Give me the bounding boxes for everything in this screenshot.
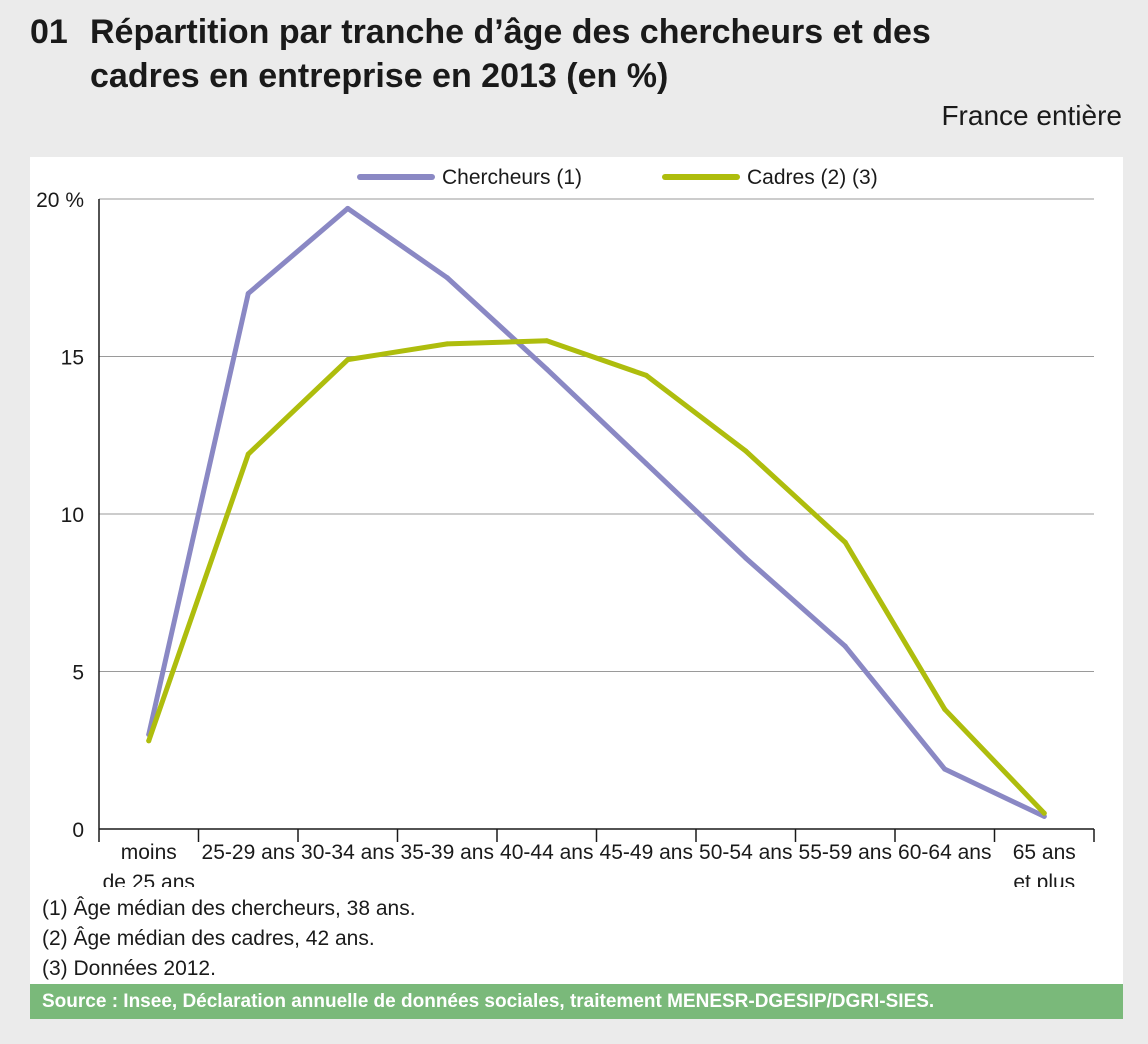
x-tick-label: 65 ans (1013, 841, 1076, 864)
line-chart: 0 5 10 15 20 % moins de 25 ans 25-29 ans 30-34 a… (36, 166, 1095, 887)
scope-label: France entière (941, 100, 1122, 131)
x-tick-label: 35-39 ans (401, 841, 494, 864)
x-tick-label: 30-34 ans (301, 841, 394, 864)
x-tick-label: 45-49 ans (600, 841, 693, 864)
chart-panel: 0 5 10 15 20 % moins de 25 ans 25-29 ans 30-34 a… (30, 157, 1123, 1019)
footnote-2: (2) Âge médian des cadres, 42 ans. (42, 927, 375, 950)
y-tick-label: 15 (61, 347, 84, 370)
data-point (643, 372, 649, 378)
legend-label: Cadres (2) (3) (747, 166, 878, 189)
data-point (743, 555, 749, 561)
footnote-3: (3) Données 2012. (42, 957, 216, 980)
data-point (842, 539, 848, 545)
y-tick-label: 0 (72, 819, 84, 842)
data-point (345, 205, 351, 211)
footnote-1: (1) Âge médian des chercheurs, 38 ans. (42, 897, 416, 920)
data-point (743, 448, 749, 454)
y-tick-label: 10 (61, 504, 84, 527)
x-tick-label: 60-64 ans (898, 841, 991, 864)
x-tick-label: moins (121, 841, 177, 864)
data-point (643, 461, 649, 467)
footnotes: (1) Âge médian des chercheurs, 38 ans. (… (42, 894, 416, 984)
data-point (942, 766, 948, 772)
series-line-1 (146, 205, 1047, 819)
data-point (544, 366, 550, 372)
data-point (245, 451, 251, 457)
legend-label: Chercheurs (1) (442, 166, 582, 189)
x-tick-label: 50-54 ans (699, 841, 792, 864)
chart-title: Répartition par tranche d’âge des cherch… (90, 13, 931, 95)
figure-number: 01 (30, 13, 68, 51)
data-point (444, 341, 450, 347)
x-tick-label: 25-29 ans (202, 841, 295, 864)
data-point (942, 706, 948, 712)
data-point (1041, 810, 1047, 816)
data-point (544, 338, 550, 344)
source-bar: Source : Insee, Déclaration annuelle de … (30, 984, 1123, 1019)
data-point (245, 291, 251, 296)
data-point (842, 643, 848, 649)
x-tick-label: 55-59 ans (799, 841, 892, 864)
data-point (444, 275, 450, 281)
data-point (345, 357, 351, 363)
series-line-2 (146, 338, 1047, 816)
y-tick-label: 5 (72, 662, 84, 685)
x-tick-label: de 25 ans (103, 871, 195, 887)
y-tick-label: 20 % (36, 189, 84, 212)
chart-header: 01 Répartition par tranche d’âge des che… (30, 10, 990, 98)
x-tick-label: 40-44 ans (500, 841, 593, 864)
x-tick-label: et plus (1013, 871, 1075, 887)
data-point (146, 738, 152, 744)
